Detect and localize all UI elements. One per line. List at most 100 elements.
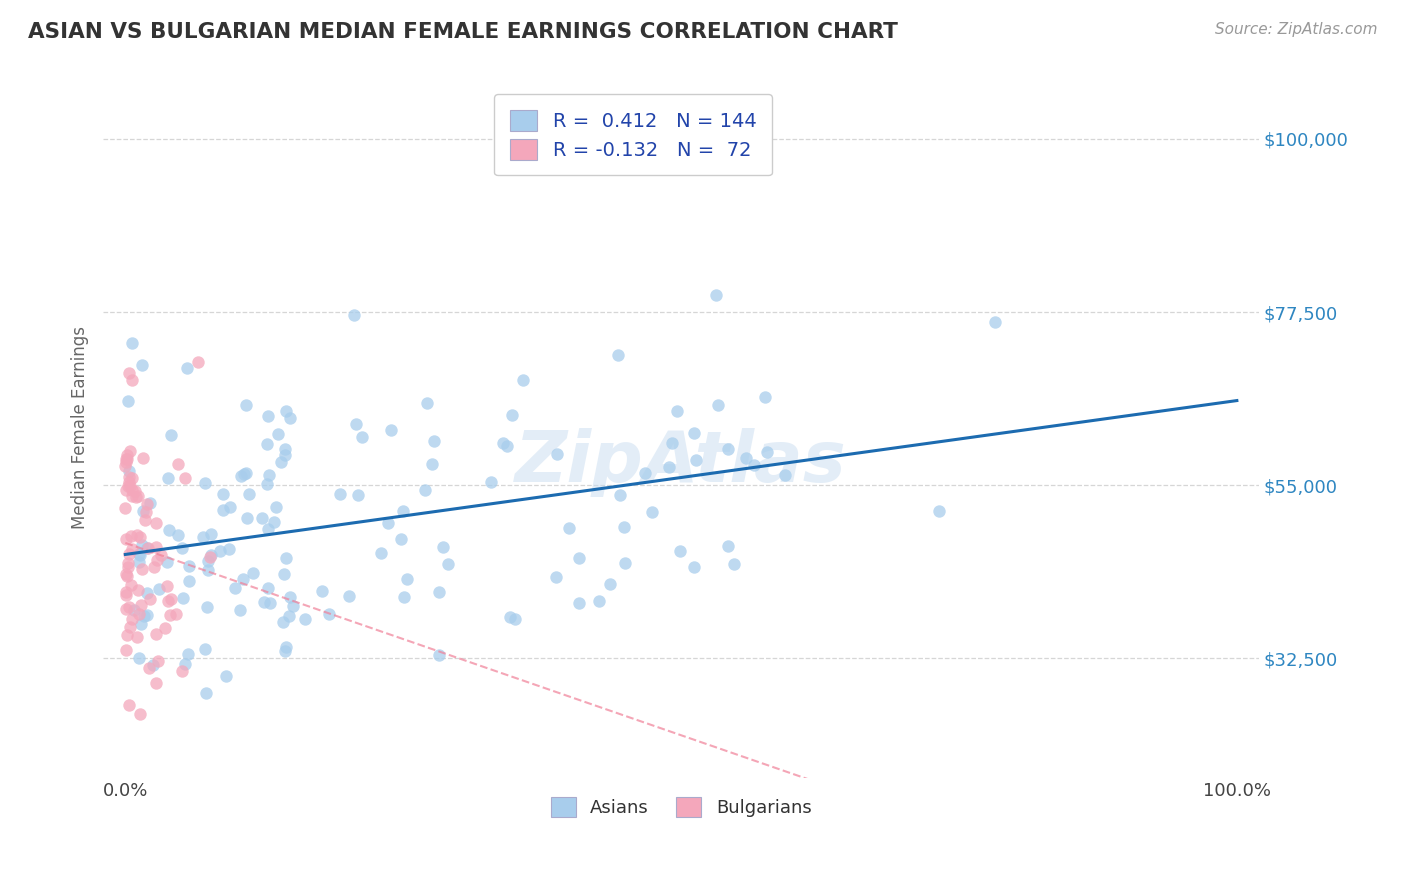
Point <box>132 504 155 518</box>
Point <box>115 452 138 467</box>
Point <box>613 519 636 533</box>
Point <box>337 589 360 603</box>
Point <box>343 308 366 322</box>
Point <box>117 479 139 493</box>
Point <box>274 448 297 462</box>
Point <box>174 471 197 485</box>
Point <box>754 391 776 405</box>
Point <box>136 497 159 511</box>
Point <box>125 631 148 645</box>
Point <box>276 551 298 566</box>
Point <box>159 607 181 622</box>
Point <box>606 348 628 362</box>
Y-axis label: Median Female Earnings: Median Female Earnings <box>72 326 89 529</box>
Point <box>501 408 523 422</box>
Point <box>723 557 745 571</box>
Point <box>253 595 276 609</box>
Point <box>491 435 513 450</box>
Point <box>142 657 165 672</box>
Point <box>114 602 136 616</box>
Point <box>347 488 370 502</box>
Point <box>127 489 149 503</box>
Point <box>427 584 450 599</box>
Point <box>557 521 579 535</box>
Point <box>131 538 153 552</box>
Point <box>280 410 302 425</box>
Point <box>145 540 167 554</box>
Point <box>218 541 240 556</box>
Point <box>211 503 233 517</box>
Point <box>134 609 156 624</box>
Point <box>276 640 298 654</box>
Point <box>136 541 159 555</box>
Point <box>232 572 254 586</box>
Point <box>380 423 402 437</box>
Point <box>641 505 664 519</box>
Point <box>567 550 589 565</box>
Point <box>706 287 728 301</box>
Point <box>755 445 778 459</box>
Point <box>503 612 526 626</box>
Point <box>121 373 143 387</box>
Point <box>129 616 152 631</box>
Point <box>115 643 138 657</box>
Point <box>118 444 141 458</box>
Point <box>170 541 193 555</box>
Point <box>420 457 443 471</box>
Point <box>242 566 264 581</box>
Point <box>118 464 141 478</box>
Point <box>235 399 257 413</box>
Point <box>177 574 200 588</box>
Point <box>661 436 683 450</box>
Point <box>115 628 138 642</box>
Point <box>633 467 655 481</box>
Point <box>229 603 252 617</box>
Point <box>146 654 169 668</box>
Point <box>416 396 439 410</box>
Point <box>134 513 156 527</box>
Point <box>135 541 157 556</box>
Point <box>117 394 139 409</box>
Point <box>121 335 143 350</box>
Point <box>329 487 352 501</box>
Point <box>685 453 707 467</box>
Point <box>257 409 280 423</box>
Point <box>195 686 218 700</box>
Point <box>479 475 502 490</box>
Point <box>273 566 295 581</box>
Point <box>129 599 152 613</box>
Point <box>117 556 139 570</box>
Point <box>139 591 162 606</box>
Point <box>256 522 278 536</box>
Point <box>128 555 150 569</box>
Point <box>128 548 150 562</box>
Point <box>135 505 157 519</box>
Point <box>118 620 141 634</box>
Point <box>167 528 190 542</box>
Point <box>666 403 689 417</box>
Point <box>118 475 141 489</box>
Point <box>194 642 217 657</box>
Point <box>118 600 141 615</box>
Point <box>744 458 766 472</box>
Point <box>219 500 242 515</box>
Point <box>263 516 285 530</box>
Point <box>256 477 278 491</box>
Text: ASIAN VS BULGARIAN MEDIAN FEMALE EARNINGS CORRELATION CHART: ASIAN VS BULGARIAN MEDIAN FEMALE EARNING… <box>28 22 898 42</box>
Point <box>395 572 418 586</box>
Point <box>150 549 173 563</box>
Point <box>159 591 181 606</box>
Point <box>377 516 399 530</box>
Point <box>131 358 153 372</box>
Point <box>613 556 636 570</box>
Point <box>121 489 143 503</box>
Point <box>118 547 141 561</box>
Point <box>423 434 446 448</box>
Point <box>271 615 294 629</box>
Point <box>114 483 136 497</box>
Point <box>128 547 150 561</box>
Point <box>145 516 167 531</box>
Point <box>197 563 219 577</box>
Point <box>717 539 740 553</box>
Point <box>498 610 520 624</box>
